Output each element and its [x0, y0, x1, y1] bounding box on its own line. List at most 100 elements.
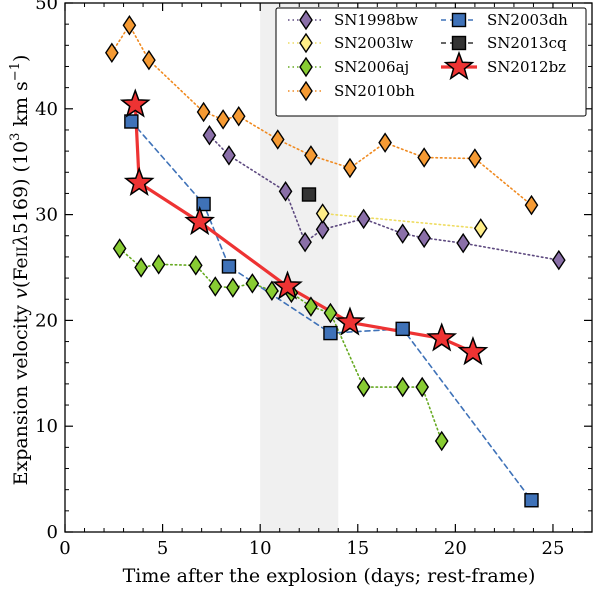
y-tick-label: 40 — [35, 99, 58, 120]
point-sn1998bw-6 — [395, 223, 410, 244]
x-tick-label: 0 — [59, 538, 70, 559]
markers-layer — [105, 14, 566, 508]
series-line-sn1998bw — [208, 134, 560, 261]
y-axis-title-unit-exp: 3 — [8, 133, 23, 141]
series-line-sn2003dh — [130, 120, 533, 502]
point-sn2012bz-5 — [426, 322, 458, 352]
legend-label-sn2006aj: SN2006aj — [334, 58, 409, 76]
legend-label-sn2003lw: SN2003lw — [334, 34, 413, 52]
legend-label-sn2010bh: SN2010bh — [334, 82, 415, 100]
point-sn2010bh-2 — [142, 49, 156, 71]
point-sn2006aj-6 — [245, 273, 260, 294]
point-sn2012bz-0 — [119, 88, 151, 118]
point-sn2003dh-4 — [395, 321, 410, 337]
point-sn2012bz-1 — [123, 166, 155, 196]
x-tick-label: 5 — [157, 538, 168, 559]
point-sn2003dh-2 — [221, 259, 237, 274]
y-axis-title-unit-exp2: −1 — [8, 62, 23, 81]
point-sn2013cq-0 — [301, 187, 317, 202]
point-sn2006aj-5 — [226, 277, 240, 298]
x-tick-label: 25 — [542, 538, 565, 559]
y-tick-label: 50 — [35, 0, 58, 14]
point-sn1998bw-3 — [298, 231, 312, 253]
y-tick-label: 10 — [35, 416, 58, 437]
axes-layer: 0 5 10 15 20 25 0 10 20 30 40 50 — [35, 0, 593, 559]
y-tick-label: 0 — [47, 522, 58, 543]
y-axis-title-unit-close: ) — [10, 55, 32, 62]
point-sn2010bh-1 — [122, 14, 137, 36]
point-sn2010bh-11 — [468, 148, 482, 169]
point-sn2006aj-4 — [208, 276, 223, 297]
point-sn2006aj-0 — [112, 238, 127, 259]
x-tick-label: 20 — [444, 538, 467, 559]
x-axis-title: Time after the explosion (days; rest-fra… — [123, 565, 536, 587]
legend-marker-sn2003dh — [451, 12, 467, 28]
point-sn2006aj-9 — [304, 296, 318, 317]
point-sn2010bh-10 — [417, 147, 431, 168]
legend-label-sn2012bz: SN2012bz — [487, 58, 566, 76]
point-sn1998bw-0 — [202, 124, 217, 146]
y-axis-title-line: 5169) — [10, 178, 32, 234]
y-axis-title-prefix: Expansion velocity — [10, 299, 32, 485]
point-sn2003lw-1 — [473, 218, 488, 239]
point-sn2006aj-12 — [395, 376, 410, 398]
point-sn2006aj-14 — [434, 430, 449, 452]
point-sn2003dh-1 — [196, 196, 211, 212]
y-axis-title-ion: (Fe — [10, 257, 32, 288]
y-axis-title: Expansion velocity v(FeIIλ5169) (103 km … — [8, 55, 32, 486]
y-tick-label: 30 — [35, 205, 58, 226]
point-sn2003dh-0 — [124, 114, 139, 129]
y-axis-title-unit: (10 — [10, 141, 32, 179]
legend-marker-sn2010bh — [299, 80, 313, 102]
legend-label-sn2013cq: SN2013cq — [487, 34, 567, 52]
point-sn1998bw-8 — [456, 232, 471, 254]
point-sn2010bh-6 — [270, 129, 285, 150]
legend-box — [275, 7, 587, 117]
y-axis-title-unit-main: km s — [10, 81, 32, 132]
point-sn2006aj-1 — [134, 257, 148, 278]
plot-frame — [64, 2, 593, 533]
y-axis-title-lambda: λ — [10, 234, 32, 247]
point-sn2006aj-3 — [188, 255, 203, 276]
point-sn2012bz-4 — [334, 306, 366, 336]
legend-marker-sn2013cq — [451, 35, 467, 51]
point-sn2010bh-9 — [378, 132, 392, 153]
point-sn2006aj-10 — [323, 302, 338, 324]
legend-label-sn2003dh: SN2003dh — [487, 11, 568, 29]
y-tick-label: 20 — [35, 310, 58, 331]
y-axis-title-var: v — [10, 288, 32, 299]
point-sn2010bh-12 — [524, 194, 539, 216]
point-sn1998bw-5 — [356, 208, 371, 230]
point-sn2006aj-13 — [415, 376, 430, 398]
point-sn2010bh-7 — [304, 145, 318, 166]
point-sn2012bz-6 — [457, 335, 489, 366]
point-sn2010bh-5 — [231, 105, 246, 127]
legend-label-sn1998bw: SN1998bw — [334, 11, 418, 29]
point-sn2006aj-11 — [356, 376, 371, 398]
point-sn1998bw-9 — [551, 249, 566, 271]
y-axis-title-roman: II — [15, 246, 31, 257]
point-sn2010bh-0 — [105, 42, 119, 63]
series-line-sn2003lw — [321, 212, 482, 230]
point-sn2010bh-8 — [343, 157, 357, 179]
point-sn1998bw-4 — [315, 219, 330, 240]
legend: SN1998bw SN2003lw SN2006aj SN2010bh SN2003dh… — [275, 7, 587, 117]
x-tick-label: 15 — [346, 538, 369, 559]
point-sn2012bz-3 — [272, 270, 303, 300]
x-tick-label: 10 — [249, 538, 272, 559]
legend-marker-sn1998bw — [299, 9, 313, 31]
point-sn2010bh-4 — [216, 109, 230, 130]
point-sn2003lw-0 — [315, 203, 330, 224]
point-sn2006aj-2 — [151, 254, 166, 275]
point-sn1998bw-1 — [222, 145, 236, 166]
legend-marker-sn2012bz — [443, 50, 475, 81]
point-sn2010bh-3 — [196, 101, 211, 123]
point-sn1998bw-7 — [417, 227, 431, 249]
point-sn2003dh-5 — [524, 493, 539, 508]
legend-marker-sn2003lw — [299, 32, 313, 54]
legend-marker-sn2006aj — [299, 56, 313, 78]
point-sn2012bz-2 — [184, 205, 216, 236]
point-sn1998bw-2 — [278, 181, 293, 202]
